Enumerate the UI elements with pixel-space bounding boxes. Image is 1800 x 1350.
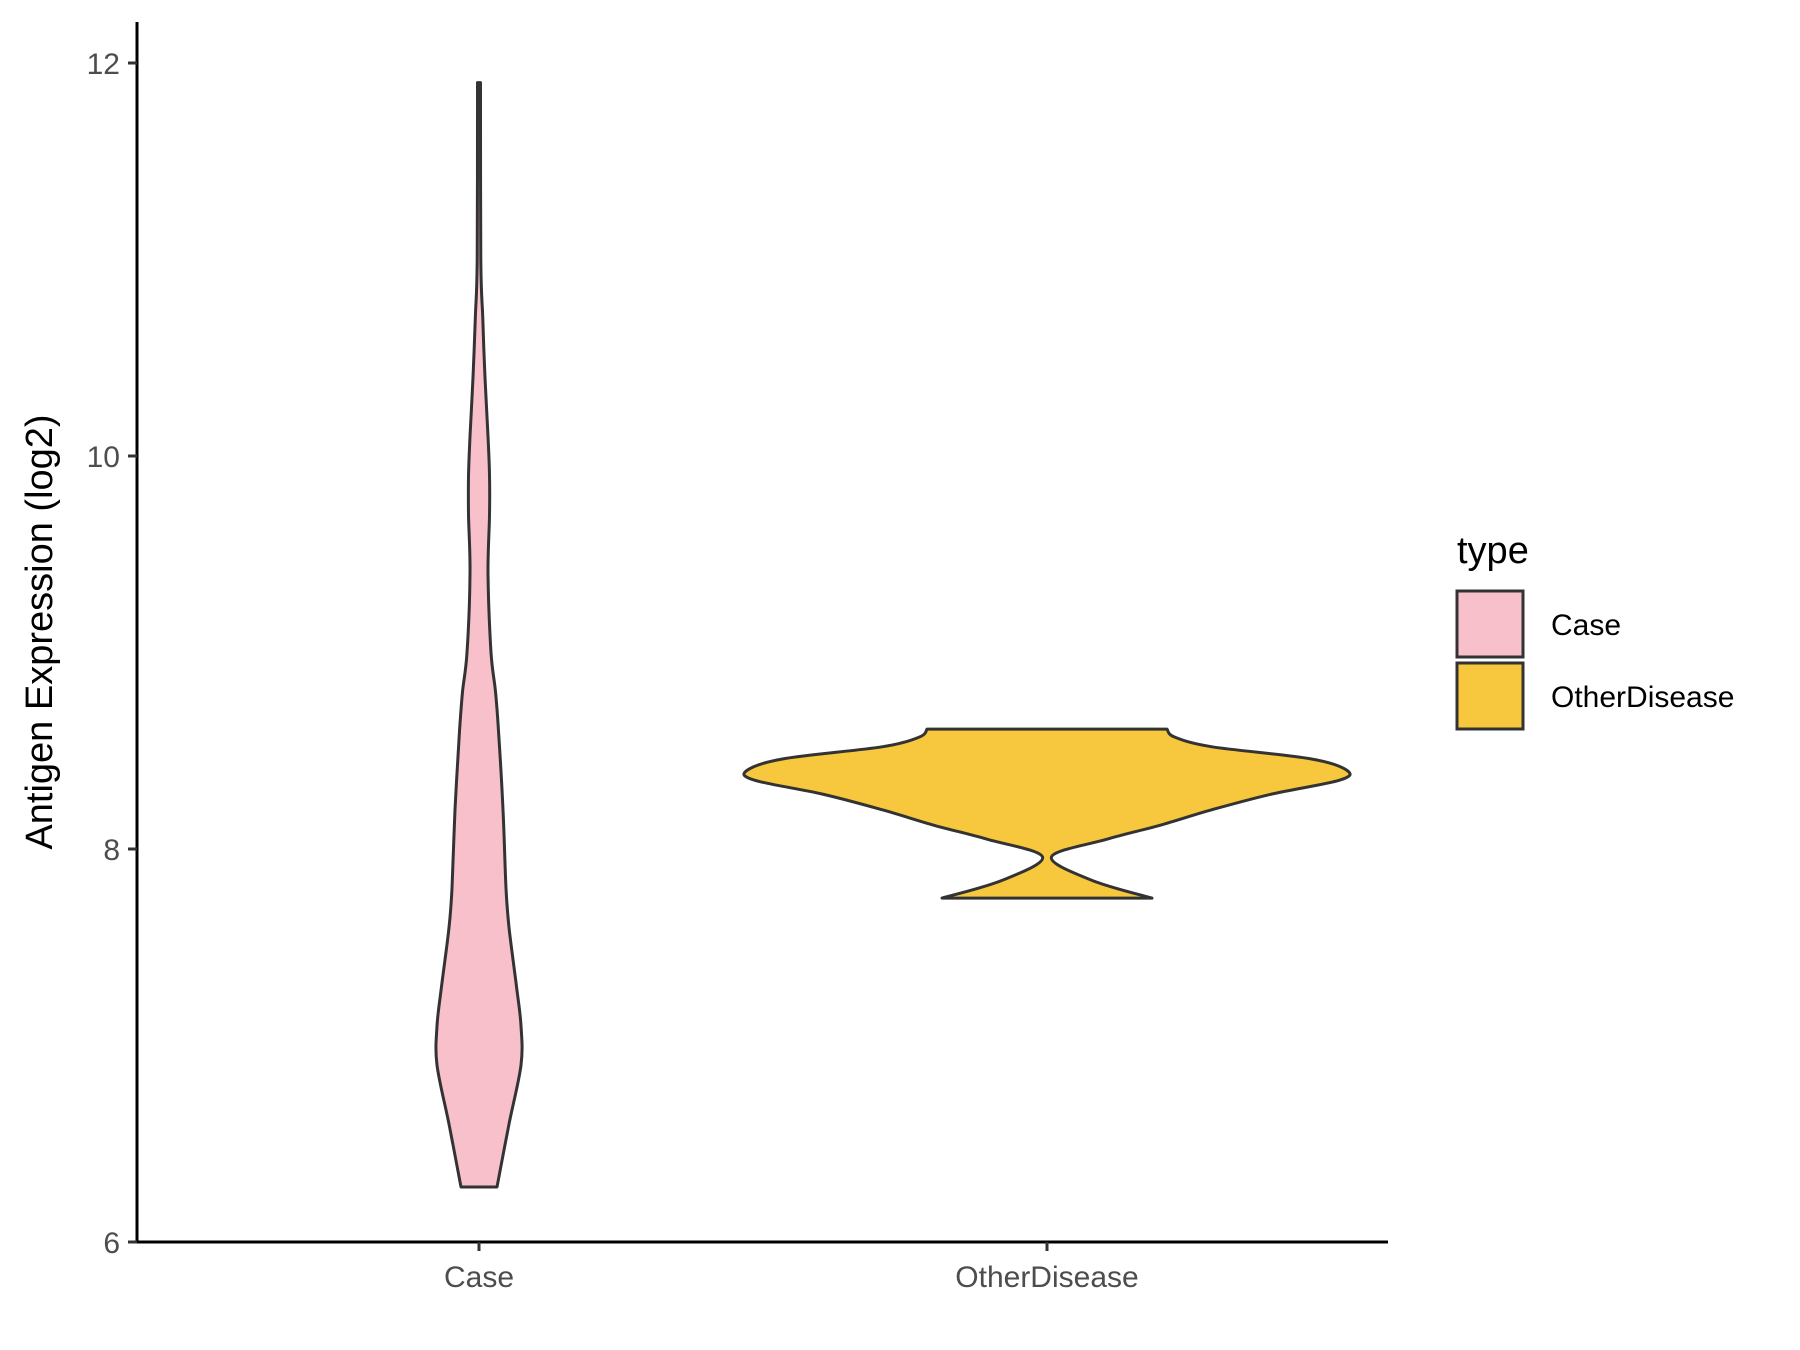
legend-label-otherdisease: OtherDisease bbox=[1551, 681, 1734, 714]
violin-layer bbox=[434, 81, 1352, 1189]
x-tick-label: Case bbox=[444, 1261, 514, 1294]
legend-swatch-otherdisease bbox=[1455, 661, 1525, 731]
x-tick-label: OtherDisease bbox=[955, 1261, 1138, 1294]
legend: type Case OtherDisease bbox=[1455, 530, 1734, 731]
axes-layer bbox=[135, 22, 1388, 1244]
legend-swatch-case bbox=[1455, 589, 1525, 659]
y-tick-label: 12 bbox=[87, 48, 120, 81]
violin-case bbox=[434, 81, 524, 1189]
x-ticks: Case OtherDisease bbox=[444, 1242, 1139, 1294]
y-ticks: 6 8 10 12 bbox=[87, 48, 137, 1260]
y-tick-label: 10 bbox=[87, 441, 120, 474]
legend-label-case: Case bbox=[1551, 609, 1621, 642]
y-axis-title: Antigen Expression (log2) bbox=[19, 414, 61, 849]
violin-otherdisease bbox=[742, 727, 1352, 900]
y-tick-label: 8 bbox=[103, 834, 120, 867]
y-tick-label: 6 bbox=[103, 1227, 120, 1260]
legend-items: Case OtherDisease bbox=[1455, 589, 1734, 731]
legend-title: type bbox=[1457, 530, 1529, 572]
